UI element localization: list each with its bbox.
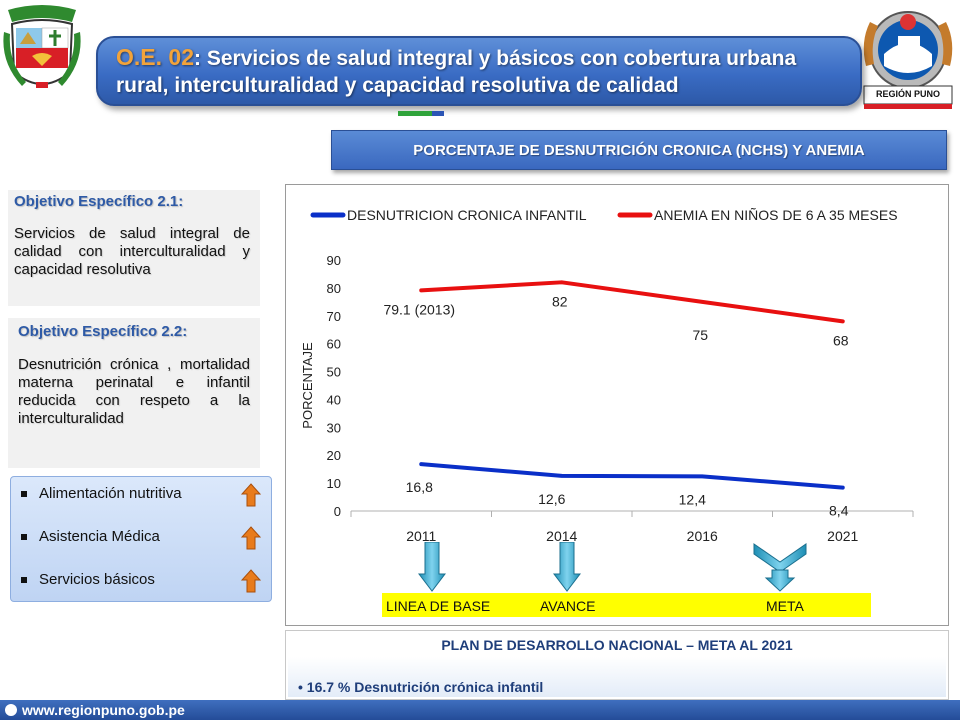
line-chart: 0 10 20 30 40 50 60 70 80 90 2011 2014 2016 2021 PORCE… bbox=[300, 207, 914, 544]
objective-title: Servicios de salud integral y básicos co… bbox=[116, 47, 797, 97]
data-label: 68 bbox=[833, 332, 849, 348]
objective-2-1-heading-colon: : bbox=[178, 193, 184, 210]
y-tick-label: 20 bbox=[327, 448, 341, 463]
x-tick-label: 2014 bbox=[546, 528, 577, 544]
list-item-label: Asistencia Médica bbox=[39, 528, 160, 545]
x-tick-label: 2011 bbox=[406, 528, 436, 544]
y-tick-label: 50 bbox=[327, 365, 341, 380]
objective-2-1-heading: Objetivo Específico 2.1: bbox=[14, 193, 183, 210]
y-tick-label: 80 bbox=[327, 281, 341, 296]
x-tick-label: 2016 bbox=[687, 528, 718, 544]
y-tick-label: 0 bbox=[334, 504, 341, 519]
list-item: Alimentación nutritiva bbox=[21, 485, 182, 502]
objective-2-2-text: Desnutrición crónica , mortalidad matern… bbox=[18, 356, 250, 427]
region-puno-logo bbox=[863, 11, 953, 109]
plan-item: • 16.7 % Desnutrición crónica infantil bbox=[298, 679, 544, 695]
data-point bbox=[560, 280, 564, 284]
accent-bar-green bbox=[398, 111, 432, 116]
footer-url[interactable]: www.regionpuno.gob.pe bbox=[22, 702, 185, 718]
globe-icon bbox=[5, 704, 17, 716]
accent-bar-blue bbox=[432, 111, 444, 116]
legend-label: ANEMIA EN NIÑOS DE 6 A 35 MESES bbox=[654, 207, 898, 223]
data-label: 75 bbox=[692, 327, 708, 343]
up-arrow-icon bbox=[241, 483, 261, 507]
header-title: O.E. 02: Servicios de salud integral y b… bbox=[116, 44, 846, 99]
data-label: 12,6 bbox=[538, 491, 565, 507]
up-arrow-icon bbox=[241, 569, 261, 593]
data-label: 8,4 bbox=[829, 503, 849, 519]
y-tick-label: 40 bbox=[327, 392, 341, 407]
y-tick-label: 90 bbox=[327, 253, 341, 268]
data-label: 16,8 bbox=[406, 479, 433, 495]
list-item-label: Alimentación nutritiva bbox=[39, 485, 182, 502]
plan-item-text: 16.7 % Desnutrición crónica infantil bbox=[306, 679, 544, 695]
up-arrow-icon bbox=[241, 526, 261, 550]
data-label: 12,4 bbox=[679, 491, 706, 507]
bullet-icon bbox=[21, 491, 27, 497]
peru-coat-of-arms-logo bbox=[3, 5, 81, 88]
bullet-icon bbox=[21, 577, 27, 583]
region-puno-label: REGIÓN PUNO bbox=[875, 89, 940, 99]
footer-bar bbox=[0, 700, 960, 720]
list-item: Servicios básicos bbox=[21, 571, 155, 588]
chevron-down-arrow-icon bbox=[753, 543, 807, 592]
legend-label: DESNUTRICION CRONICA INFANTIL bbox=[347, 207, 587, 223]
data-point bbox=[841, 319, 845, 323]
series-line bbox=[419, 462, 845, 490]
down-arrow-icon bbox=[418, 542, 446, 592]
series-line bbox=[419, 280, 845, 324]
milestone-bar bbox=[382, 593, 871, 617]
plan-panel bbox=[288, 657, 946, 697]
down-arrow-icon bbox=[553, 542, 581, 592]
list-item-label: Servicios básicos bbox=[39, 571, 155, 588]
marker-label-baseline: LINEA DE BASE bbox=[386, 598, 491, 614]
plan-heading: PLAN DE DESARROLLO NACIONAL – META AL 20… bbox=[441, 637, 793, 653]
objective-2-1-heading-text: Objetivo Específico 2.1 bbox=[14, 193, 179, 210]
data-point bbox=[700, 300, 704, 304]
y-tick-label: 60 bbox=[327, 337, 341, 352]
y-tick-label: 70 bbox=[327, 309, 341, 324]
strategy-list: Alimentación nutritiva Asistencia Médica… bbox=[10, 476, 272, 602]
objective-code-separator: : bbox=[193, 47, 201, 70]
objective-2-1-text: Servicios de salud integral de calidad c… bbox=[14, 225, 250, 278]
data-point bbox=[841, 486, 845, 490]
data-point bbox=[700, 474, 704, 478]
data-label: 79.1 (2013) bbox=[383, 301, 455, 317]
header-banner bbox=[96, 36, 862, 106]
y-axis-label: PORCENTAJE bbox=[300, 342, 315, 429]
chart-title: PORCENTAJE DE DESNUTRICIÓN CRONICA (NCHS… bbox=[331, 130, 947, 170]
objective-2-2-panel bbox=[8, 318, 260, 468]
chart-frame bbox=[285, 184, 949, 626]
data-point bbox=[419, 462, 423, 466]
bullet-icon bbox=[21, 534, 27, 540]
y-tick-label: 10 bbox=[327, 476, 341, 491]
data-point bbox=[560, 474, 564, 478]
list-item: Asistencia Médica bbox=[21, 528, 160, 545]
marker-label-goal: META bbox=[766, 598, 804, 614]
y-tick-label: 30 bbox=[327, 420, 341, 435]
data-label: 82 bbox=[552, 293, 568, 309]
objective-2-2-heading: Objetivo Específico 2.2: bbox=[18, 323, 188, 340]
x-tick-label: 2021 bbox=[827, 528, 858, 544]
data-point bbox=[419, 288, 423, 292]
objective-2-1-panel bbox=[8, 190, 260, 306]
plan-box: PLAN DE DESARROLLO NACIONAL – META AL 20… bbox=[285, 630, 949, 700]
objective-code: O.E. 02 bbox=[116, 44, 194, 70]
marker-label-progress: AVANCE bbox=[540, 598, 596, 614]
